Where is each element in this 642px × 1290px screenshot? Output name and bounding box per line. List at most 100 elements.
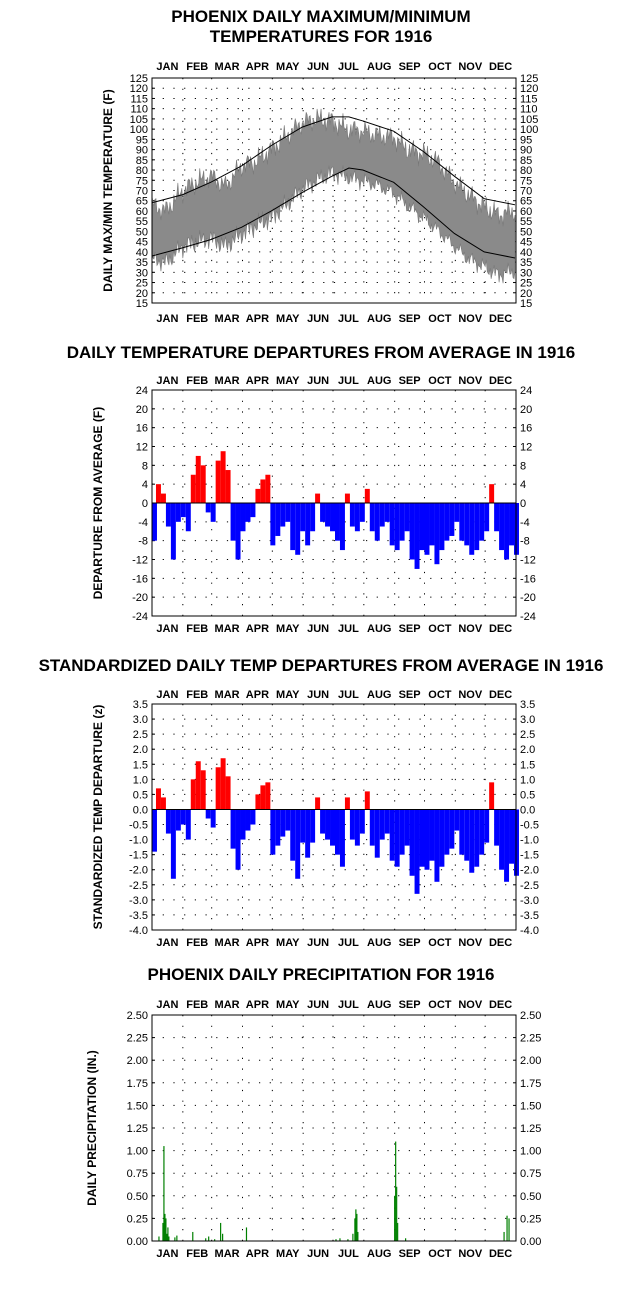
month-label-top: MAY (276, 999, 300, 1011)
y-tick-label-right: 110 (520, 104, 538, 116)
departure-bar-negative (390, 809, 395, 860)
month-label-bottom: AUG (367, 313, 391, 325)
departure-bar-negative (410, 809, 415, 875)
departure-bar-negative (370, 503, 375, 531)
y-tick-label-right: 40 (520, 247, 532, 259)
month-label-bottom: JUL (338, 937, 359, 949)
departure-bar-negative (439, 809, 444, 866)
y-tick-label-left: 2.5 (133, 729, 148, 741)
month-label-bottom: JUL (338, 313, 359, 325)
maxmin-chart: 15 1520 2025 2530 3035 3540 4045 4550 5055 5560 60… (0, 0, 642, 335)
month-label-top: JUN (307, 61, 329, 73)
month-label-bottom: JAN (156, 1248, 178, 1260)
y-tick-label-left: 20 (136, 288, 148, 300)
departure-bar-negative (275, 503, 280, 536)
departure-bar-negative (280, 809, 285, 836)
y-tick-label-right: 120 (520, 83, 538, 95)
month-label-bottom: FEB (186, 937, 208, 949)
month-label-top: AUG (367, 689, 391, 701)
month-label-top: FEB (186, 61, 208, 73)
y-tick-label-left: 4 (142, 479, 148, 491)
departure-bar-negative (504, 809, 509, 881)
month-label-bottom: DEC (489, 623, 512, 635)
departure-bar-negative (211, 503, 216, 522)
month-label-bottom: JUN (307, 623, 329, 635)
departure-bar-negative (231, 809, 236, 848)
departure-bar-negative (250, 503, 255, 517)
month-label-top: NOV (458, 689, 483, 701)
departure-bar-negative (330, 503, 335, 531)
precip-panel: PHOENIX DAILY PRECIPITATION FOR 1916 2.5… (0, 963, 642, 1290)
y-tick-label-right: 20 (520, 288, 532, 300)
y-tick-label-right: 20 (520, 404, 532, 416)
departure-bar-negative (275, 809, 280, 845)
y-tick-label-right: 1.00 (520, 1146, 541, 1158)
month-label-top: APR (246, 999, 269, 1011)
y-tick-label-left: 115 (130, 93, 148, 105)
departure-bar-negative (360, 503, 365, 522)
y-tick-label-left: -2.0 (129, 865, 148, 877)
departure-bar-positive (201, 770, 206, 809)
month-label-bottom: JUN (307, 1248, 329, 1260)
y-tick-label-right: 3.5 (520, 699, 535, 711)
month-label-top: OCT (428, 61, 452, 73)
y-tick-label-left: 0.50 (127, 1191, 148, 1203)
y-tick-label-left: -12 (132, 555, 148, 567)
departure-bar-negative (385, 503, 390, 522)
month-label-top: NOV (458, 999, 483, 1011)
month-label-bottom: MAY (276, 1248, 300, 1260)
departure-bar-negative (350, 809, 355, 839)
month-label-top: APR (246, 375, 269, 387)
departure-bar-negative (310, 503, 315, 531)
y-tick-label-left: 105 (130, 114, 148, 126)
departure-chart: 24 2420 2016 1612 128 84 40 0-4 -4-8 -8-12 -12-16-… (0, 335, 642, 653)
month-label-top: SEP (399, 689, 421, 701)
departure-bar-positive (156, 788, 161, 809)
month-label-top: JUL (338, 999, 359, 1011)
departure-bar-negative (320, 503, 325, 522)
departure-bar-negative (186, 503, 191, 531)
y-tick-label-right: 70 (520, 186, 532, 198)
y-tick-label-right: 2.50 (520, 1010, 541, 1022)
month-label-top: MAR (215, 61, 240, 73)
y-tick-label-right: 0.75 (520, 1168, 541, 1180)
y-tick-label-right: -1.5 (520, 850, 539, 862)
y-tick-label-left: 90 (136, 145, 148, 157)
y-tick-label-right: 100 (520, 124, 538, 136)
departure-bar-negative (395, 809, 400, 866)
y-tick-label-left: 125 (130, 73, 148, 85)
departure-bar-negative (152, 503, 157, 541)
month-label-top: FEB (186, 375, 208, 387)
departure-bar-positive (216, 767, 221, 809)
y-tick-label-right: -2.0 (520, 865, 539, 877)
departure-bar-negative (444, 809, 449, 854)
month-label-top: FEB (186, 689, 208, 701)
departure-bar-positive (216, 461, 221, 503)
departure-bar-negative (474, 503, 479, 550)
departure-bar-negative (270, 809, 275, 854)
month-label-bottom: MAR (215, 1248, 240, 1260)
month-label-bottom: MAY (276, 937, 300, 949)
y-tick-label-right: 4 (520, 479, 526, 491)
departure-bar-negative (415, 809, 420, 893)
departure-bar-negative (340, 503, 345, 550)
month-label-top: MAY (276, 689, 300, 701)
departure-bar-negative (186, 809, 191, 839)
month-label-bottom: OCT (428, 937, 452, 949)
month-label-top: JUL (338, 689, 359, 701)
departure-bar-positive (255, 794, 260, 809)
departure-bar-negative (494, 503, 499, 531)
y-tick-label-right: 2.5 (520, 729, 535, 741)
departure-bar-negative (300, 809, 305, 842)
y-tick-label-right: 0.5 (520, 789, 535, 801)
departure-bar-negative (231, 503, 236, 541)
departure-bar-positive (221, 451, 226, 503)
departure-bar-positive (196, 456, 201, 503)
y-tick-label-right: 50 (520, 226, 532, 238)
y-tick-label-right: 125 (520, 73, 538, 85)
month-label-bottom: AUG (367, 623, 391, 635)
departure-bar-negative (300, 503, 305, 531)
month-label-top: JAN (156, 999, 178, 1011)
y-tick-label-right: 0.0 (520, 804, 535, 816)
y-axis-label: DAILY PRECIPITATION (IN.) (85, 1050, 99, 1206)
